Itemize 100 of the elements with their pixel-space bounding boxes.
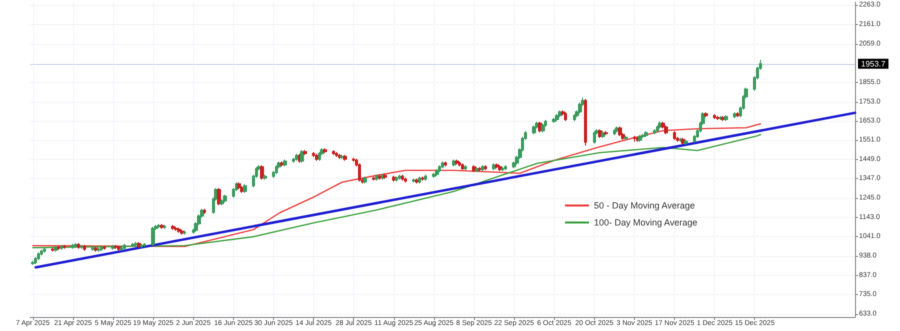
candlestick (40, 249, 43, 256)
candlestick (418, 176, 421, 184)
candlestick (131, 242, 135, 248)
candlestick (673, 130, 676, 140)
candlestick (624, 135, 628, 140)
candlestick (618, 126, 622, 137)
candlestick (63, 244, 66, 250)
candlestick (461, 162, 464, 171)
candlestick (340, 154, 344, 160)
candlestick (432, 172, 436, 178)
candlestick (31, 260, 35, 266)
candlestick (638, 134, 642, 142)
candlestick (174, 226, 178, 232)
candlestick (375, 174, 378, 182)
candlestick (120, 246, 123, 252)
candlestick (263, 174, 267, 180)
candlestick (444, 160, 447, 167)
candlestick (721, 116, 725, 122)
candlestick (91, 246, 95, 252)
candlestick (501, 166, 504, 172)
candlestick (83, 244, 86, 252)
candlestick (458, 160, 461, 167)
candlestick (318, 152, 321, 162)
candlestick (716, 116, 719, 121)
candlestick (51, 247, 55, 252)
candlestick (484, 164, 487, 171)
candlestick (37, 252, 40, 261)
candlestick (123, 243, 126, 250)
candlestick (679, 137, 682, 142)
candlestick (358, 162, 361, 182)
candlestick (664, 125, 668, 135)
candlestick (601, 130, 605, 138)
candlestick (338, 153, 341, 160)
candlestick (280, 160, 284, 167)
candlestick (140, 243, 143, 248)
candlestick (60, 244, 63, 250)
candlestick (401, 174, 404, 182)
candlestick (378, 174, 381, 180)
candlestick (114, 244, 118, 250)
candlestick (641, 134, 645, 138)
ref-line-label: 1953.7 (861, 59, 886, 68)
candlestick (532, 125, 536, 135)
candlestick (171, 224, 175, 230)
candlestick (220, 198, 224, 206)
candlestick (137, 241, 141, 248)
candlestick (392, 175, 396, 182)
candlestick (217, 188, 221, 206)
candlestick (684, 139, 688, 146)
candlestick (724, 114, 728, 122)
candlestick (295, 153, 298, 162)
candlestick (383, 173, 387, 180)
candlestick (203, 208, 206, 214)
candlestick (80, 244, 83, 250)
candlestick (613, 128, 616, 136)
candlestick (94, 246, 98, 252)
candlestick (151, 226, 155, 246)
candlestick (180, 229, 184, 236)
candlestick (283, 159, 287, 167)
candlestick (733, 112, 736, 119)
legend-label: 100- Day Moving Average (594, 218, 698, 228)
candlestick (323, 148, 327, 154)
candlestick (303, 150, 307, 156)
candlestick (243, 184, 247, 194)
candlestick (398, 174, 401, 180)
candlestick (292, 157, 295, 164)
candlestick (54, 245, 58, 252)
candlestick (415, 178, 418, 184)
candlestick (441, 160, 444, 169)
candlestick (372, 176, 376, 182)
candlestick (481, 164, 484, 172)
candlestick (704, 112, 708, 118)
candlestick (300, 150, 304, 164)
candlestick (564, 112, 567, 122)
candlestick (593, 130, 596, 144)
candlestick (464, 164, 467, 171)
candlestick (352, 157, 355, 162)
candlestick (77, 242, 80, 250)
candlestick (736, 112, 739, 118)
candlestick (552, 117, 556, 124)
candlestick (183, 230, 186, 236)
candlestick (343, 154, 347, 162)
candlestick (719, 116, 722, 121)
candlestick (713, 114, 716, 120)
candlestick (332, 150, 335, 156)
candlestick (97, 247, 101, 252)
candlestick (134, 241, 138, 246)
candlestick (71, 243, 75, 250)
candlestick (478, 166, 481, 172)
candlestick (653, 128, 656, 135)
candlestick (475, 166, 479, 173)
candlestick (584, 98, 587, 146)
candlestick (163, 224, 166, 230)
candlestick (438, 164, 441, 173)
candlestick (74, 242, 78, 248)
candlestick (555, 114, 559, 122)
candlestick (604, 130, 608, 136)
candlestick (412, 178, 416, 184)
candlestick (541, 123, 545, 133)
candlestick (404, 177, 407, 184)
candlestick (223, 194, 227, 203)
